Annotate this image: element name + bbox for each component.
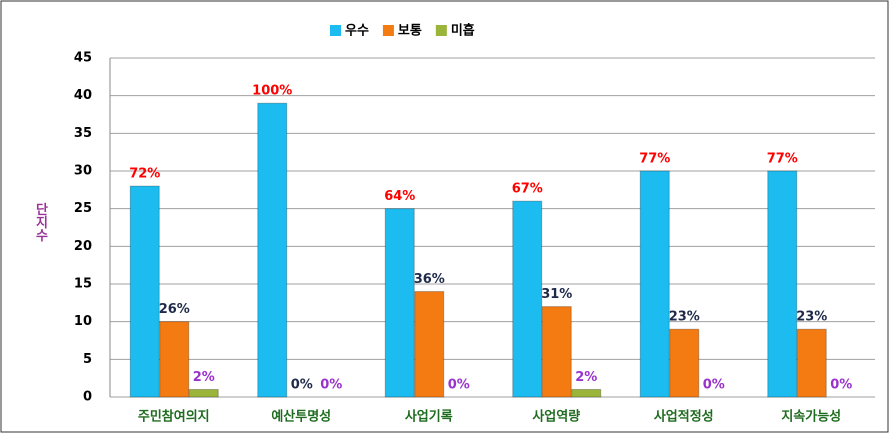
x-tick-label: 사업역량	[532, 409, 580, 425]
y-axis-label: 단지수	[33, 202, 48, 243]
data-label: 36%	[414, 272, 445, 287]
data-label: 0%	[830, 378, 852, 393]
data-label: 26%	[159, 302, 190, 317]
y-tick-label: 30	[74, 164, 92, 179]
bar	[257, 102, 288, 398]
data-label: 64%	[384, 189, 415, 204]
bar	[796, 328, 827, 398]
data-label: 100%	[252, 84, 292, 99]
y-tick-label: 10	[74, 314, 92, 329]
data-label: 0%	[448, 378, 470, 393]
x-tick-label: 예산투명성	[271, 409, 331, 425]
x-tick-label: 주민참여의지	[138, 409, 210, 425]
bar	[767, 170, 798, 398]
data-label: 23%	[669, 310, 700, 325]
y-tick-label: 0	[83, 390, 92, 405]
y-tick-label: 15	[74, 277, 92, 292]
y-tick-label: 25	[74, 201, 92, 216]
bar	[541, 306, 572, 398]
y-tick-label: 40	[74, 88, 92, 103]
data-label: 77%	[639, 152, 670, 167]
bar	[188, 388, 219, 398]
x-tick-label: 사업적정성	[654, 409, 714, 425]
x-tick-label: 사업기록	[405, 409, 453, 425]
bar	[669, 328, 700, 398]
data-label: 72%	[129, 167, 160, 182]
y-tick-label: 45	[74, 51, 92, 66]
legend-label: 보통	[398, 24, 422, 39]
data-label: 77%	[767, 152, 798, 167]
data-label: 31%	[541, 287, 572, 302]
bar	[159, 321, 190, 398]
legend-label: 우수	[345, 24, 369, 39]
data-label: 0%	[703, 378, 725, 393]
bar	[414, 291, 445, 398]
y-tick-label: 35	[74, 126, 92, 141]
data-label: 0%	[291, 378, 313, 393]
legend-swatch	[330, 25, 341, 36]
legend-swatch	[435, 25, 447, 36]
data-label: 0%	[320, 378, 342, 393]
bar	[512, 200, 543, 398]
bar	[571, 388, 602, 398]
y-tick-label: 5	[83, 352, 92, 367]
legend-swatch	[382, 25, 394, 36]
bar	[129, 185, 160, 398]
data-label: 23%	[796, 310, 827, 325]
data-label: 2%	[193, 370, 215, 385]
data-label: 67%	[512, 182, 543, 197]
y-tick-label: 20	[74, 239, 92, 254]
data-label: 2%	[575, 370, 597, 385]
legend-label: 미흡	[451, 23, 475, 39]
bar	[639, 170, 670, 398]
x-tick-label: 지속가능성	[781, 410, 841, 425]
bar	[384, 208, 415, 398]
